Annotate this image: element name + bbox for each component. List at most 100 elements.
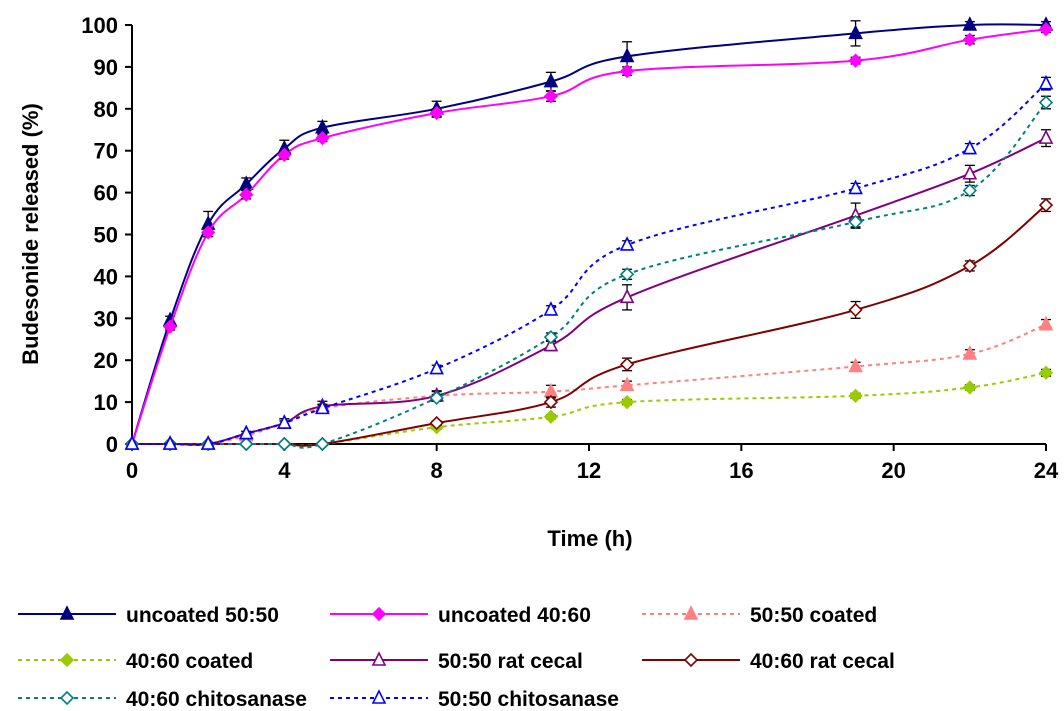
data-point	[619, 267, 635, 282]
legend-marker	[371, 651, 387, 666]
y-tick-label: 0	[106, 432, 118, 457]
data-point	[619, 236, 635, 251]
legend-item: 50:50 rat cecal	[330, 650, 583, 673]
series-line	[132, 137, 1047, 446]
data-point	[848, 357, 863, 373]
data-point	[619, 394, 635, 410]
x-axis-title: Time (h)	[547, 526, 632, 551]
data-point	[619, 288, 635, 304]
legend-label: 50:50 coated	[750, 604, 877, 627]
series-line	[131, 28, 1047, 445]
legend-marker	[683, 652, 699, 668]
data-point	[619, 47, 635, 63]
data-point	[1038, 95, 1054, 110]
series-line	[132, 204, 1047, 447]
legend-item: 50:50 chitosanase	[330, 688, 619, 711]
data-point	[124, 435, 140, 450]
series-5	[124, 129, 1054, 450]
legend-marker	[59, 690, 75, 706]
series-6	[124, 198, 1054, 452]
y-tick-label: 30	[94, 306, 118, 331]
data-point	[848, 214, 863, 230]
data-point	[201, 225, 216, 240]
data-point	[1038, 315, 1054, 331]
data-point	[962, 183, 977, 198]
data-point	[543, 394, 559, 410]
series-layer	[124, 16, 1054, 452]
y-tick-label: 80	[94, 97, 118, 122]
legend-item: 40:60 rat cecal	[642, 650, 895, 673]
data-point	[848, 179, 863, 195]
data-point	[543, 409, 559, 424]
data-point	[277, 436, 292, 452]
data-point	[848, 388, 863, 403]
legend-item: 40:60 coated	[18, 650, 253, 673]
legend-marker	[59, 652, 75, 668]
legend: uncoated 50:50 uncoated 40:60 50:50 coated…	[18, 604, 895, 711]
data-point	[277, 414, 292, 429]
data-point	[1038, 74, 1054, 90]
data-point	[962, 32, 977, 47]
data-point	[315, 130, 330, 146]
data-point	[239, 187, 254, 202]
data-point	[1038, 22, 1054, 37]
data-point	[1038, 198, 1054, 213]
axes: 0 10 20 30 40 50 60 70 80 90 100 0 4 8 12 16 20 24	[81, 13, 1059, 483]
data-point	[543, 301, 559, 316]
y-tick-label: 50	[94, 223, 118, 248]
y-axis-title: Budesonide released (%)	[18, 103, 43, 365]
data-point	[848, 302, 863, 318]
data-point	[848, 24, 863, 40]
data-point	[1038, 365, 1054, 380]
data-point	[543, 336, 559, 352]
data-point	[429, 390, 444, 406]
data-point	[162, 435, 178, 450]
data-point	[200, 435, 216, 450]
data-point	[543, 89, 559, 104]
data-point	[962, 258, 977, 274]
data-point	[238, 424, 254, 440]
x-tick-label: 4	[278, 458, 291, 483]
data-point	[315, 436, 330, 452]
x-tick-label: 8	[431, 458, 443, 483]
data-point	[1038, 129, 1054, 144]
y-tick-label: 40	[94, 264, 118, 289]
data-point	[162, 319, 178, 334]
series-line	[132, 82, 1047, 446]
data-point	[239, 436, 254, 452]
data-point	[543, 72, 559, 88]
legend-marker	[683, 605, 699, 620]
legend-marker	[59, 605, 75, 620]
x-tick-label: 16	[729, 458, 753, 483]
y-tick-label: 10	[94, 390, 118, 415]
legend-label: 40:60 rat cecal	[750, 650, 895, 673]
data-point	[619, 357, 635, 372]
y-tick-label: 70	[94, 139, 118, 164]
series-7	[124, 95, 1054, 452]
data-point	[619, 376, 635, 392]
legend-item: uncoated 50:50	[18, 604, 279, 627]
series-line	[132, 371, 1047, 447]
legend-label: 40:60 chitosanase	[126, 688, 307, 711]
data-point	[962, 139, 978, 155]
data-point	[543, 330, 559, 345]
series-2	[124, 22, 1054, 452]
legend-marker	[371, 689, 387, 704]
data-point	[619, 63, 635, 79]
legend-item: 40:60 chitosanase	[18, 688, 307, 711]
data-point	[315, 399, 330, 415]
data-point	[429, 359, 444, 375]
data-point	[429, 415, 444, 431]
x-tick-label: 24	[1034, 458, 1059, 483]
legend-label: 50:50 chitosanase	[438, 688, 619, 711]
legend-label: 50:50 rat cecal	[438, 650, 583, 673]
data-point	[543, 382, 559, 398]
y-tick-label: 90	[94, 55, 118, 80]
x-tick-label: 20	[881, 458, 905, 483]
legend-marker	[371, 606, 387, 622]
x-tick-label: 0	[126, 458, 138, 483]
legend-label: uncoated 50:50	[126, 604, 279, 627]
data-point	[277, 147, 292, 163]
data-point	[848, 53, 863, 68]
